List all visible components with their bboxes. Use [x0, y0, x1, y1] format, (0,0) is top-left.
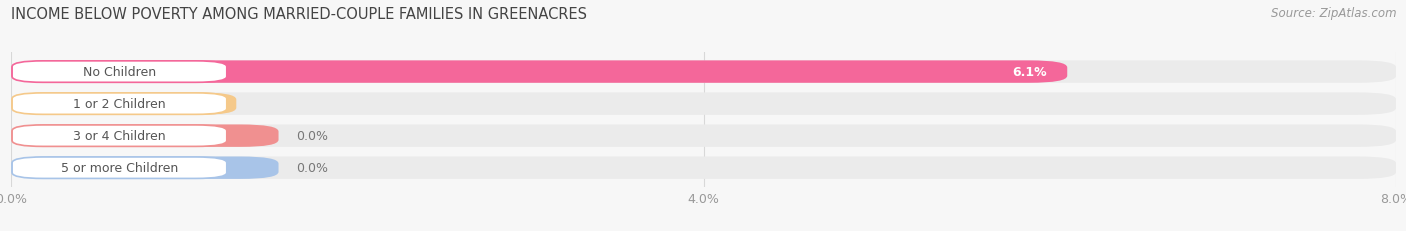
Text: 6.1%: 6.1% — [1012, 66, 1046, 79]
FancyBboxPatch shape — [11, 125, 1396, 147]
Text: 0.0%: 0.0% — [295, 161, 328, 174]
Text: No Children: No Children — [83, 66, 156, 79]
Text: Source: ZipAtlas.com: Source: ZipAtlas.com — [1271, 7, 1396, 20]
FancyBboxPatch shape — [11, 157, 278, 179]
Text: 1 or 2 Children: 1 or 2 Children — [73, 98, 166, 111]
Text: 5 or more Children: 5 or more Children — [60, 161, 179, 174]
FancyBboxPatch shape — [11, 93, 236, 115]
FancyBboxPatch shape — [13, 94, 226, 115]
FancyBboxPatch shape — [11, 93, 1396, 115]
Text: 1.3%: 1.3% — [181, 98, 215, 111]
FancyBboxPatch shape — [13, 125, 226, 147]
Text: INCOME BELOW POVERTY AMONG MARRIED-COUPLE FAMILIES IN GREENACRES: INCOME BELOW POVERTY AMONG MARRIED-COUPL… — [11, 7, 588, 22]
FancyBboxPatch shape — [11, 61, 1396, 83]
FancyBboxPatch shape — [11, 157, 1396, 179]
FancyBboxPatch shape — [11, 125, 278, 147]
Text: 3 or 4 Children: 3 or 4 Children — [73, 130, 166, 143]
FancyBboxPatch shape — [11, 61, 1067, 83]
FancyBboxPatch shape — [13, 62, 226, 83]
FancyBboxPatch shape — [13, 157, 226, 179]
Text: 0.0%: 0.0% — [295, 130, 328, 143]
